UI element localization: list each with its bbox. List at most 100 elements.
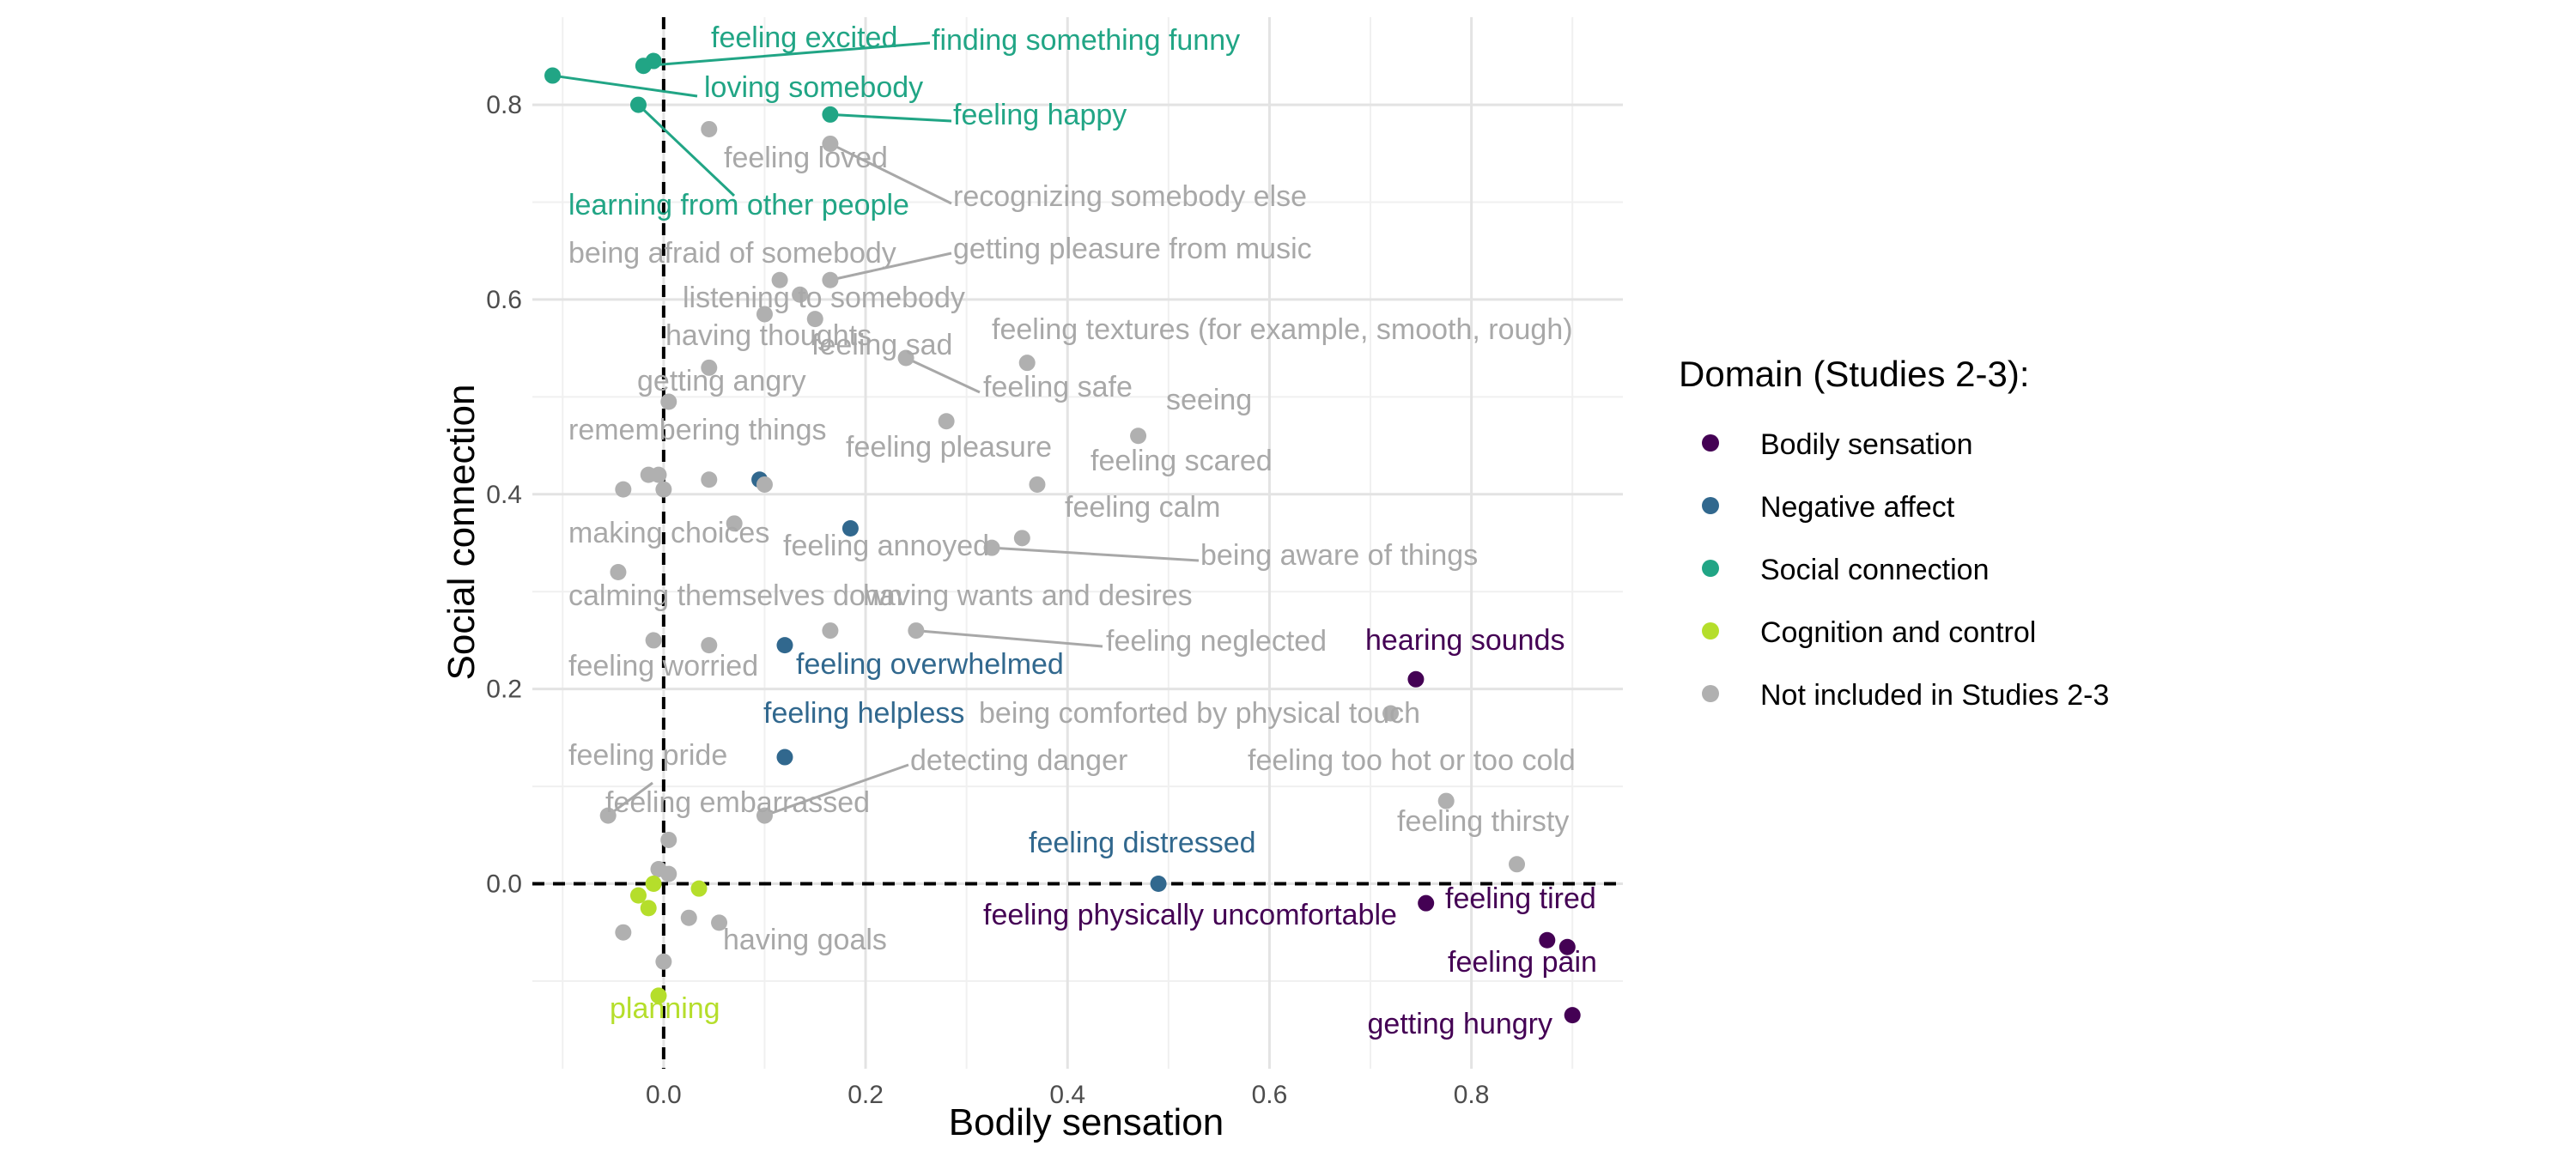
point-label: getting pleasure from music bbox=[953, 233, 1312, 265]
legend-swatch-social bbox=[1702, 560, 1719, 577]
data-point-other bbox=[610, 564, 627, 581]
data-point-other bbox=[645, 632, 662, 649]
legend-swatch-cognition bbox=[1702, 622, 1719, 640]
reference-lines bbox=[532, 17, 1623, 1069]
x-axis-title: Bodily sensation bbox=[949, 1101, 1224, 1143]
data-point-other bbox=[1018, 355, 1036, 372]
data-point-other bbox=[1382, 705, 1400, 722]
point-label: listening to somebody bbox=[683, 282, 965, 314]
point-label: being comforted by physical touch bbox=[979, 697, 1420, 730]
data-point-other bbox=[1029, 476, 1046, 493]
label-connector bbox=[829, 142, 952, 205]
data-point-other bbox=[711, 914, 728, 931]
label-connector bbox=[991, 546, 1200, 562]
point-label: being afraid of somebody bbox=[568, 237, 896, 270]
data-point-cognition bbox=[650, 987, 667, 1004]
point-label: feeling scared bbox=[1091, 445, 1273, 477]
point-label: feeling sad bbox=[811, 329, 952, 361]
y-tick-label: 0.2 bbox=[486, 676, 522, 704]
data-point-other bbox=[660, 831, 677, 848]
label-connector bbox=[829, 112, 952, 123]
data-point-bodily bbox=[1418, 894, 1435, 912]
label-connectors bbox=[552, 41, 1200, 817]
x-tick-label: 0.8 bbox=[1454, 1081, 1490, 1109]
label-connector bbox=[829, 252, 952, 282]
label-connector bbox=[643, 41, 931, 68]
data-point-other bbox=[1509, 856, 1526, 873]
point-label: feeling pride bbox=[568, 739, 727, 772]
data-point-other bbox=[726, 515, 743, 532]
point-label: having thoughts bbox=[665, 319, 872, 352]
legend-swatch-bodily bbox=[1702, 434, 1719, 452]
data-point-other bbox=[615, 924, 632, 941]
point-label: feeling thirsty bbox=[1397, 805, 1569, 838]
data-point-negative bbox=[776, 749, 793, 766]
data-point-other bbox=[655, 953, 672, 970]
data-point-cognition bbox=[629, 887, 647, 904]
label-connector bbox=[915, 629, 1103, 648]
point-label: loving somebody bbox=[704, 71, 923, 104]
point-label: feeling helpless bbox=[763, 697, 964, 730]
label-connector bbox=[905, 356, 981, 394]
data-points bbox=[544, 52, 1581, 1024]
data-point-bodily bbox=[1558, 938, 1576, 955]
data-point-other bbox=[599, 807, 617, 824]
point-label: feeling too hot or too cold bbox=[1248, 744, 1576, 777]
x-tick-label: 0.6 bbox=[1252, 1081, 1288, 1109]
data-point-other bbox=[660, 865, 677, 882]
point-label: calming themselves down bbox=[568, 579, 902, 612]
data-point-other bbox=[897, 349, 914, 367]
x-tick-label: 0.0 bbox=[646, 1081, 682, 1109]
legend-label-cognition: Cognition and control bbox=[1760, 616, 2036, 649]
legend-swatch-negative bbox=[1702, 497, 1719, 514]
point-label: being aware of things bbox=[1200, 539, 1478, 572]
point-label: finding something funny bbox=[932, 24, 1240, 57]
data-point-other bbox=[771, 271, 788, 288]
data-point-cognition bbox=[640, 900, 657, 917]
point-label: getting angry bbox=[637, 365, 806, 397]
data-point-bodily bbox=[1539, 931, 1556, 949]
data-point-other bbox=[660, 393, 677, 410]
point-label: feeling neglected bbox=[1106, 625, 1327, 658]
data-point-other bbox=[615, 481, 632, 498]
data-point-other bbox=[1013, 530, 1030, 547]
point-labels: feeling excited finding something funny lo… bbox=[568, 21, 1597, 1040]
legend-label-social: Social connection bbox=[1760, 554, 1990, 586]
data-point-other bbox=[655, 481, 672, 498]
point-label: hearing sounds bbox=[1365, 624, 1565, 657]
point-label: feeling safe bbox=[983, 371, 1133, 403]
data-point-other bbox=[650, 466, 667, 483]
legend-label-bodily: Bodily sensation bbox=[1760, 428, 1973, 461]
data-point-social bbox=[544, 67, 562, 84]
point-label: seeing bbox=[1166, 384, 1252, 416]
legend-label-other: Not included in Studies 2-3 bbox=[1760, 679, 2109, 712]
y-tick-label: 0.6 bbox=[486, 286, 522, 314]
data-point-other bbox=[983, 539, 1000, 556]
data-point-social bbox=[822, 106, 839, 123]
point-label: feeling overwhelmed bbox=[796, 648, 1064, 681]
data-point-other bbox=[822, 135, 839, 152]
data-point-bodily bbox=[1564, 1007, 1581, 1024]
axis-ticks: 0.0 0.2 0.4 0.6 0.8 0.0 0.2 0.4 0.6 0.8 bbox=[486, 91, 1489, 1109]
data-point-other bbox=[701, 120, 718, 137]
y-tick-label: 0.8 bbox=[486, 91, 522, 119]
legend: Domain (Studies 2-3): Bodily sensation Ne… bbox=[1679, 354, 2109, 712]
data-point-other bbox=[756, 807, 773, 824]
point-label: feeling annoyed bbox=[783, 530, 989, 562]
point-label: remembering things bbox=[568, 414, 826, 446]
point-label: feeling pleasure bbox=[846, 431, 1052, 464]
point-label: having goals bbox=[723, 924, 887, 956]
data-point-negative bbox=[776, 637, 793, 654]
legend-items: Bodily sensation Negative affect Social co… bbox=[1702, 428, 2109, 712]
label-connector bbox=[552, 74, 698, 98]
data-point-bodily bbox=[1407, 670, 1425, 688]
point-label: feeling calm bbox=[1065, 491, 1220, 524]
y-tick-label: 0.0 bbox=[486, 870, 522, 898]
point-label: feeling distressed bbox=[1029, 827, 1256, 859]
point-label: making choices bbox=[568, 517, 769, 549]
data-point-other bbox=[701, 359, 718, 376]
point-label: feeling embarrassed bbox=[605, 786, 870, 819]
data-point-cognition bbox=[690, 880, 708, 897]
point-label: planning bbox=[610, 992, 720, 1025]
